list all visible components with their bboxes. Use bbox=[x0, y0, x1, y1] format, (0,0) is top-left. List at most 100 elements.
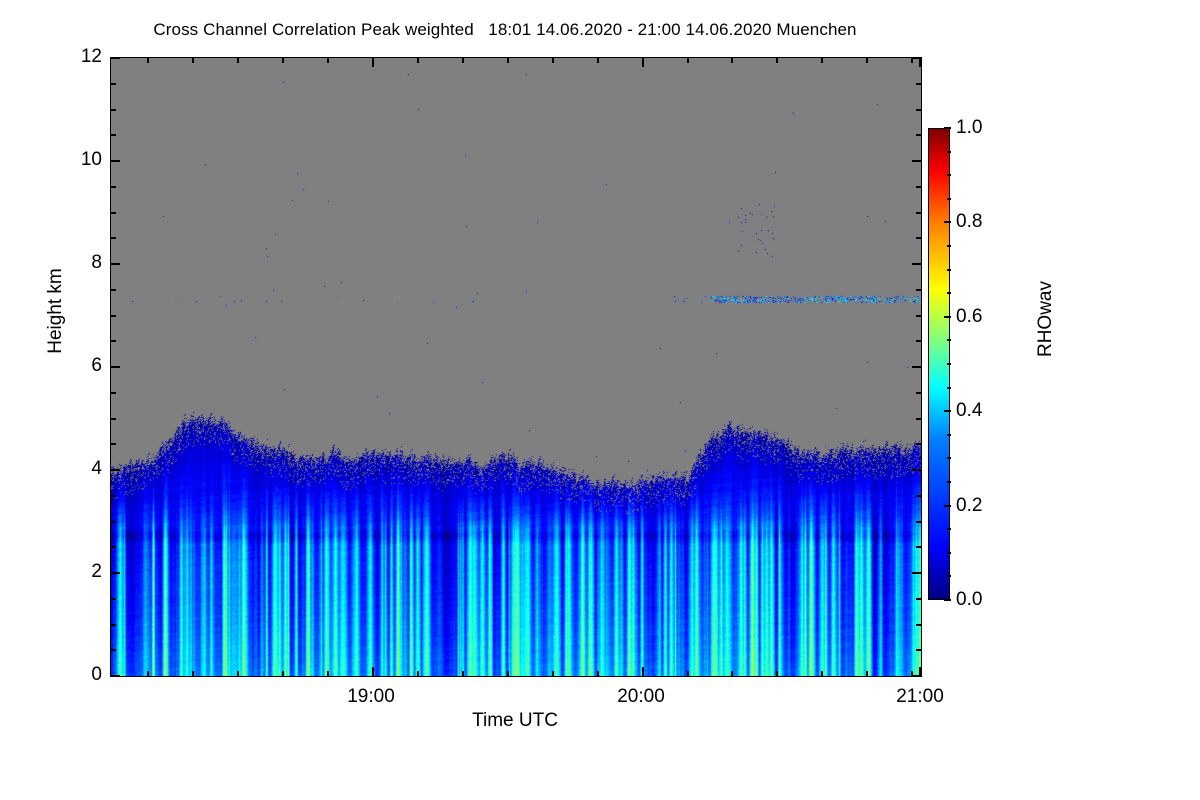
colorbar-tick-label: 0.6 bbox=[956, 305, 983, 327]
y-tick-minor bbox=[916, 315, 921, 317]
x-tick-minor bbox=[237, 671, 239, 676]
y-tick-minor bbox=[111, 546, 116, 548]
y-tick-label: 12 bbox=[80, 46, 102, 67]
y-tick-minor bbox=[111, 443, 116, 445]
x-tick-minor bbox=[147, 58, 149, 63]
y-tick-major bbox=[111, 263, 120, 265]
colorbar-tick-label: 0.4 bbox=[956, 400, 983, 422]
colorbar-title: RHOwav bbox=[1035, 281, 1056, 358]
colorbar-tick-minor bbox=[947, 528, 951, 530]
y-tick-minor bbox=[916, 495, 921, 497]
x-tick-minor bbox=[237, 58, 239, 63]
colorbar-tick-major bbox=[944, 410, 951, 412]
x-tick-minor bbox=[911, 58, 913, 63]
y-tick-minor bbox=[916, 237, 921, 239]
x-tick-minor bbox=[147, 671, 149, 676]
chart-title: Cross Channel Correlation Peak weighted … bbox=[153, 20, 857, 39]
y-tick-minor bbox=[916, 521, 921, 523]
y-tick-major bbox=[912, 366, 921, 368]
y-tick-minor bbox=[111, 598, 116, 600]
colorbar-tick-minor bbox=[947, 269, 951, 271]
x-tick-minor bbox=[552, 671, 554, 676]
x-tick-minor bbox=[597, 671, 599, 676]
y-tick-major bbox=[111, 572, 120, 574]
x-tick-minor bbox=[417, 58, 419, 63]
x-tick-minor bbox=[372, 671, 374, 676]
x-tick-minor bbox=[866, 58, 868, 63]
y-axis-tick-labels: 0 2 4 6 8 10 12 bbox=[26, 46, 102, 685]
x-tick-minor bbox=[911, 671, 913, 676]
x-tick-minor bbox=[597, 58, 599, 63]
x-tick-minor bbox=[282, 671, 284, 676]
y-tick-minor bbox=[916, 340, 921, 342]
y-tick-minor bbox=[916, 418, 921, 420]
y-tick-minor bbox=[916, 546, 921, 548]
y-tick-minor bbox=[916, 649, 921, 651]
y-tick-major bbox=[111, 366, 120, 368]
colorbar-tick-major bbox=[944, 599, 951, 601]
colorbar-tick-minor bbox=[947, 198, 951, 200]
colorbar: 0.0 0.2 0.4 0.6 0.8 1.0 bbox=[928, 117, 982, 610]
x-tick-label: 21:00 bbox=[896, 686, 944, 707]
colorbar-tick-major bbox=[944, 316, 951, 318]
y-tick-minor bbox=[111, 109, 116, 111]
y-tick-major bbox=[912, 572, 921, 574]
y-tick-minor bbox=[916, 134, 921, 136]
colorbar-tick-major bbox=[944, 221, 951, 223]
colorbar-tick-major bbox=[944, 505, 951, 507]
x-tick-label: 19:00 bbox=[347, 686, 395, 707]
x-tick-minor bbox=[192, 671, 194, 676]
y-axis-title: Height km bbox=[45, 268, 66, 354]
colorbar-tick-minor bbox=[947, 245, 951, 247]
colorbar-tick-minor bbox=[947, 151, 951, 153]
colorbar-tick-label: 0.8 bbox=[956, 211, 983, 233]
y-tick-minor bbox=[916, 289, 921, 291]
y-tick-label: 4 bbox=[91, 458, 102, 479]
x-tick-major bbox=[919, 667, 921, 676]
y-tick-minor bbox=[111, 649, 116, 651]
y-tick-minor bbox=[111, 289, 116, 291]
y-tick-minor bbox=[111, 340, 116, 342]
x-tick-minor bbox=[642, 671, 644, 676]
x-tick-minor bbox=[552, 58, 554, 63]
y-tick-major bbox=[111, 469, 120, 471]
y-tick-major bbox=[912, 675, 921, 677]
x-tick-minor bbox=[687, 671, 689, 676]
y-tick-major bbox=[111, 57, 120, 59]
x-tick-minor bbox=[327, 671, 329, 676]
y-tick-minor bbox=[111, 237, 116, 239]
y-tick-minor bbox=[916, 186, 921, 188]
y-tick-minor bbox=[111, 186, 116, 188]
colorbar-tick-minor bbox=[947, 552, 951, 554]
y-tick-minor bbox=[111, 624, 116, 626]
y-tick-minor bbox=[111, 212, 116, 214]
colorbar-tick-minor bbox=[947, 174, 951, 176]
y-tick-label: 2 bbox=[91, 561, 102, 582]
x-axis-title: Time UTC bbox=[472, 710, 558, 731]
colorbar-tick-label: 0.0 bbox=[956, 589, 983, 610]
heatmap-canvas bbox=[111, 58, 921, 676]
colorbar-tick-minor bbox=[947, 363, 951, 365]
x-tick-minor bbox=[507, 671, 509, 676]
colorbar-tick-minor bbox=[947, 481, 951, 483]
x-tick-minor bbox=[507, 58, 509, 63]
y-tick-label: 8 bbox=[91, 252, 102, 273]
colorbar-tick-minor bbox=[947, 339, 951, 341]
y-tick-minor bbox=[916, 212, 921, 214]
colorbar-tick-label: 0.2 bbox=[956, 494, 983, 516]
y-tick-minor bbox=[111, 521, 116, 523]
y-tick-label: 10 bbox=[80, 149, 102, 170]
y-tick-major bbox=[912, 160, 921, 162]
colorbar-tick-minor bbox=[947, 457, 951, 459]
x-tick-minor bbox=[417, 671, 419, 676]
x-tick-minor bbox=[776, 671, 778, 676]
y-tick-minor bbox=[111, 134, 116, 136]
y-tick-minor bbox=[111, 392, 116, 394]
y-tick-major bbox=[912, 469, 921, 471]
y-tick-major bbox=[912, 57, 921, 59]
x-tick-minor bbox=[327, 58, 329, 63]
x-tick-minor bbox=[821, 58, 823, 63]
x-tick-major bbox=[919, 58, 921, 67]
x-tick-minor bbox=[731, 58, 733, 63]
